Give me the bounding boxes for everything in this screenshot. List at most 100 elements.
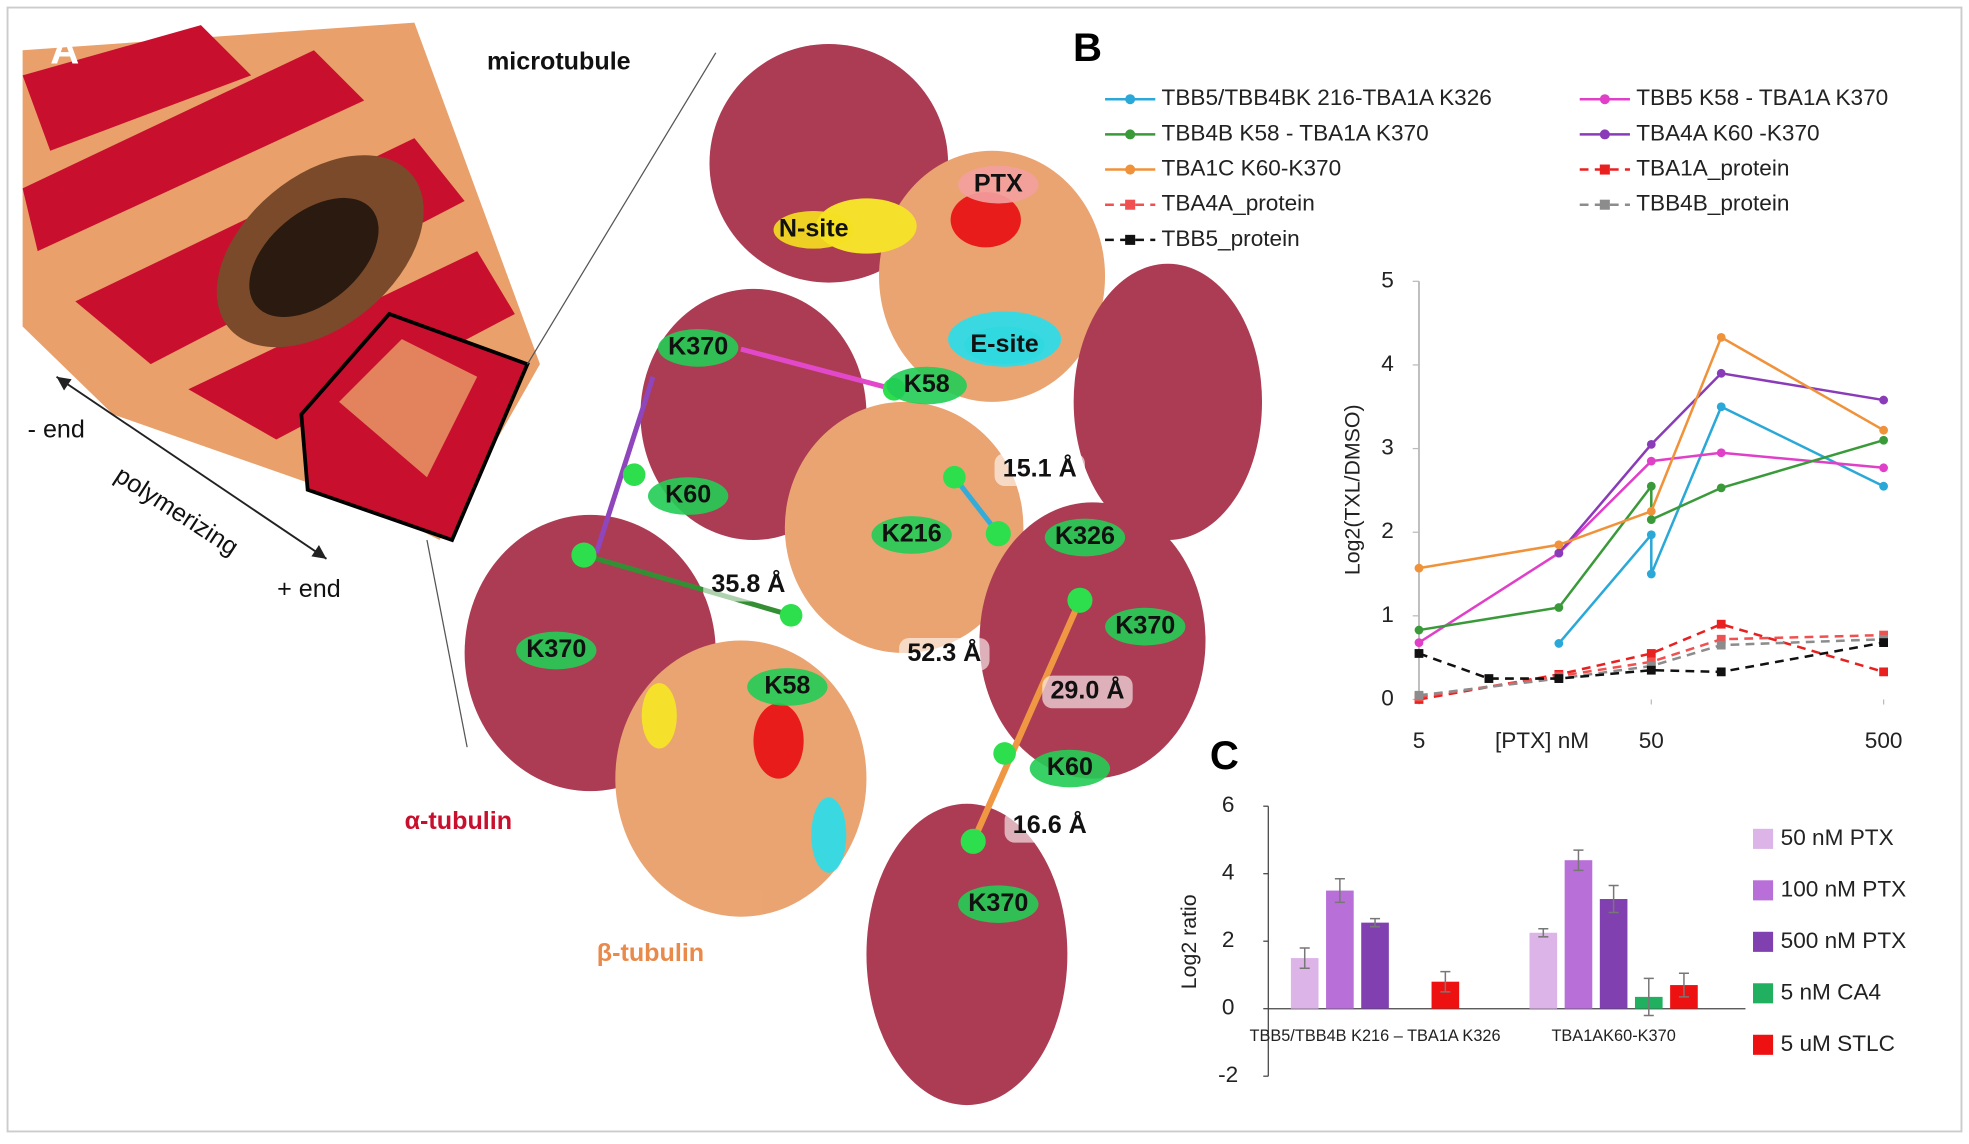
y-tick-label: 3	[1381, 435, 1394, 460]
site-label: K60	[1029, 749, 1111, 788]
x-tick-label: 50	[1639, 728, 1664, 753]
panel-letter: B	[1073, 25, 1102, 70]
label-text: K58	[904, 370, 950, 398]
point	[1879, 638, 1889, 647]
label-text: K60	[1047, 753, 1093, 781]
y-tick-label: 0	[1381, 685, 1394, 710]
point	[1879, 463, 1889, 473]
legend-marker	[1599, 94, 1610, 105]
point	[1716, 619, 1726, 629]
point	[1646, 665, 1656, 675]
site-label: K216	[871, 516, 952, 554]
y-tick-label: 2	[1381, 518, 1394, 543]
x-axis-label: [PTX] nM	[1495, 728, 1589, 753]
legend-marker	[1125, 199, 1136, 210]
legend-marker	[1125, 234, 1136, 245]
error-bar	[1538, 927, 1549, 938]
point	[1879, 667, 1889, 677]
point	[1554, 540, 1564, 550]
error-bar	[1440, 970, 1451, 993]
bar	[1529, 932, 1558, 1009]
x-tick-label: 500	[1865, 728, 1903, 753]
label: α-tubulin	[405, 807, 512, 835]
label-text: K60	[665, 481, 711, 509]
series-line	[1557, 371, 1884, 554]
label: β-tubulin	[597, 939, 704, 967]
point	[1646, 649, 1656, 658]
label-text: K370	[1115, 611, 1175, 639]
label-bg	[647, 477, 729, 515]
label-text: K58	[764, 672, 810, 700]
point	[1716, 634, 1726, 644]
label-bg	[994, 453, 1085, 486]
legend-swatch	[1753, 1034, 1774, 1055]
legend-swatch	[1753, 983, 1774, 1004]
label-text: K370	[526, 635, 586, 663]
legend-label: TBB5/TBB4BK 216-TBA1A K326	[1162, 85, 1492, 110]
point	[1484, 674, 1494, 683]
point	[1414, 690, 1424, 700]
label-bg	[773, 210, 854, 249]
bar	[1599, 899, 1628, 1009]
label-text: K370	[968, 889, 1028, 917]
label-bg	[658, 329, 739, 367]
label: - end	[28, 415, 85, 443]
point	[1646, 439, 1656, 449]
legend-marker	[1125, 164, 1136, 175]
label-text: K216	[882, 520, 942, 548]
label-bg	[1029, 749, 1111, 788]
bar	[1564, 860, 1593, 1009]
site-label: K58	[886, 366, 967, 405]
panel-letter: A	[50, 27, 79, 72]
distance-label: 15.1 Å	[1003, 453, 1077, 482]
y-axis-label: Log2 ratio	[1177, 894, 1201, 989]
label-bg	[516, 631, 597, 670]
point	[1646, 515, 1656, 525]
point	[1646, 530, 1656, 540]
y-axis-label: Log2(TXL/DMSO)	[1340, 404, 1364, 575]
legend-swatch	[1753, 931, 1774, 952]
point	[1716, 332, 1726, 342]
legend-label: TBA4A_protein	[1162, 191, 1315, 216]
y-tick-label: 2	[1222, 927, 1235, 952]
label-bg	[886, 366, 967, 405]
point	[1716, 640, 1726, 650]
label-text: K370	[668, 333, 728, 361]
legend-label: 5 nM CA4	[1781, 979, 1881, 1004]
x-tick-label: TBB5/TBB4B K216 – TBA1A K326	[1249, 1026, 1500, 1045]
point	[1554, 639, 1564, 648]
category-label: TBA1AK60-K370	[1551, 1025, 1676, 1045]
error-bar	[1608, 884, 1619, 914]
error-bar	[1299, 947, 1310, 969]
panel-letter: C	[1210, 733, 1239, 778]
x-tick-label: TBA1AK60-K370	[1551, 1025, 1676, 1045]
label-bg	[899, 637, 990, 671]
point	[1646, 481, 1656, 491]
label-bg	[747, 668, 828, 706]
legend-label: TBB5_protein	[1162, 226, 1300, 251]
label-bg	[871, 516, 952, 554]
legend-marker	[1125, 129, 1136, 140]
label-text: N-site	[779, 214, 849, 242]
y-tick-label: 5	[1381, 267, 1394, 292]
site-label: K370	[516, 631, 597, 670]
point	[1554, 548, 1564, 558]
site-label: K60	[647, 477, 729, 515]
distance-label: 29.0 Å	[1050, 676, 1124, 705]
point	[1646, 569, 1656, 579]
legend-label: 5 uM STLC	[1781, 1031, 1895, 1056]
label-bg	[1044, 518, 1126, 557]
label-bg	[1042, 675, 1133, 709]
label-bg	[958, 885, 1039, 923]
site-label: PTX	[958, 165, 1039, 204]
point	[1716, 402, 1726, 412]
y-tick-label: 4	[1222, 860, 1235, 885]
label-text: PTX	[974, 169, 1023, 197]
point	[1879, 395, 1889, 405]
y-tick-label: 0	[1222, 995, 1235, 1020]
site-label: E-site	[964, 326, 1045, 365]
legend-label: TBB5 K58 - TBA1A K370	[1636, 85, 1888, 110]
point	[1716, 368, 1726, 378]
